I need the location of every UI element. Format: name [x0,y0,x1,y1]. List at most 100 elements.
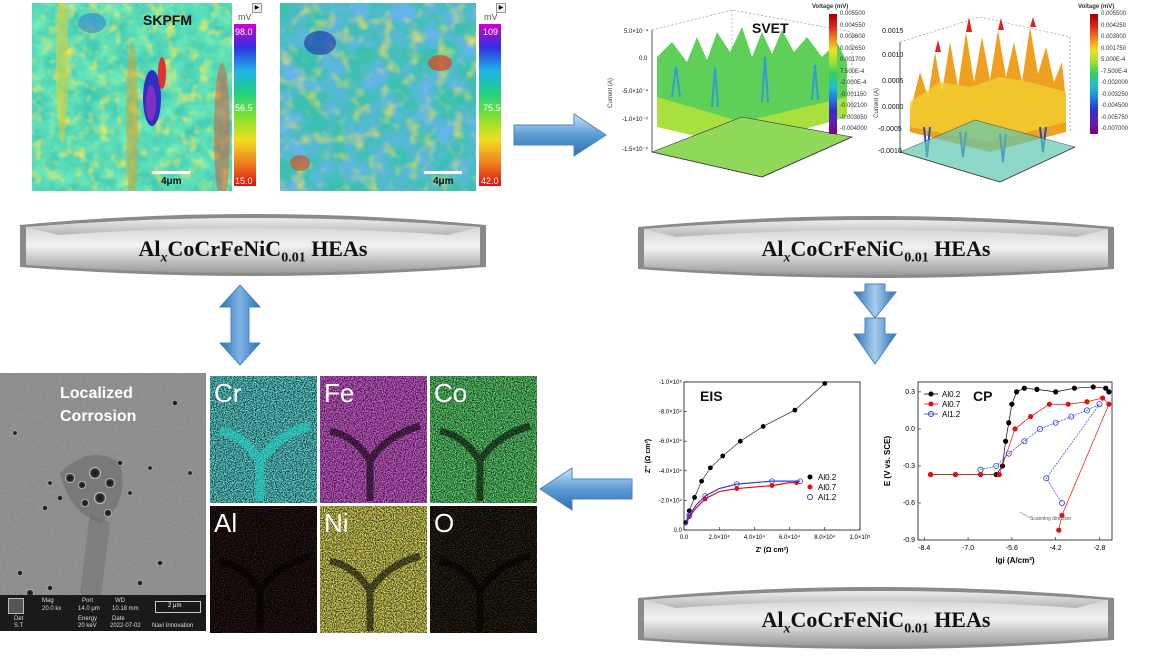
eds-element-label: Co [434,378,468,408]
banner-mid: CoCrFeNiC [167,236,282,261]
x-tick-label: 6.0×10⁴ [779,534,801,541]
sem-label-line2: Corrosion [60,408,137,425]
data-point [1106,401,1112,407]
colorbar-max: 98.0 [235,27,253,37]
data-point [952,471,959,478]
data-point [1071,385,1078,391]
data-point [1043,475,1050,482]
banner-sub-x: x [783,621,791,637]
eds-element-label: Ni [324,508,349,538]
x-tick-label: -7.0 [962,545,974,552]
y-tick-label: 0.0 [674,528,683,534]
legend-value: 0.003600 [840,34,866,40]
sem-meta: 20 keV [78,623,97,629]
arrow-left-icon [539,467,633,511]
data-point [797,478,803,484]
colorbar-min: 42.0 [481,176,499,186]
series-fit-line [685,480,801,526]
eds-map-cr: Cr [210,376,317,503]
y-tick: 0.0015 [882,28,904,35]
scanning-direction-arrow [1019,511,1031,519]
series-fit-line [685,482,797,526]
y-tick-label: -0.6 [903,500,915,507]
eds-map-fe: Fe [320,376,427,503]
y-tick-label: 0.3 [905,389,915,396]
data-point [996,471,1002,478]
legend-value: 0.004250 [1101,22,1127,29]
colorbar-mid: 75.5 [483,103,501,113]
data-point [699,478,704,484]
y-tick-label: -4.0×10⁴ [659,468,683,475]
y-tick: 0.0005 [882,78,904,85]
data-point [1034,386,1040,393]
play-icon[interactable]: ▶ [252,3,262,13]
sem-meta: Navi Innovation [152,623,194,629]
data-point [927,471,934,478]
banner-sub-x: x [783,250,791,266]
data-point [1028,413,1034,420]
legend-value: -7.500E-4 [1101,68,1128,75]
x-tick-label: 8.0×10⁴ [814,534,836,541]
legend-label: Al0.2 [942,390,961,399]
banner-bottom-bg [638,587,1114,649]
data-point [792,407,798,413]
legend-value: -0.004500 [1101,103,1129,109]
y-tick: -0.0005 [878,126,902,133]
arrow-down-icon [852,283,898,365]
legend-value: 0.002650 [840,45,866,52]
sem-meta: 2022-07-02 [110,623,141,629]
legend-value: 0.005500 [840,11,866,17]
cp-chart: -8.4 -7.0 -5.6 -4.2 -2.8 0.3 0.0 -0.3 -0.6 -0.9 lg… [880,372,1120,572]
plot-frame [917,381,1113,541]
data-point [977,471,984,478]
data-point [977,466,984,473]
play-icon[interactable]: ▶ [496,3,506,13]
data-point [1013,389,1020,395]
sem-image [0,373,206,631]
data-point [734,481,740,487]
skpfm-map-left [32,3,232,191]
banner-sub-n: 0.01 [281,250,306,266]
legend-label: Al1.2 [942,410,961,419]
legend-label: Al0.2 [818,473,837,482]
legend-value: -0.007000 [1101,126,1129,132]
data-point [769,483,775,488]
legend-title: Voltage (mV) [1078,4,1115,10]
data-point [1021,438,1028,445]
data-point [769,478,775,484]
x-tick-label: 1.0×10⁵ [849,534,871,541]
legend-value: 0.004550 [840,22,866,29]
data-point [686,508,692,514]
data-point [1006,420,1012,426]
colorbar-min: 15.0 [235,176,253,186]
eds-element-label: Cr [214,378,242,408]
x-axis-label: Z' (Ω cm²) [756,547,789,554]
legend-value: 0.001700 [840,57,866,63]
banner-left: AlxCoCrFeNiC0.01 HEAs [18,236,488,266]
data-point [1068,413,1075,420]
y-tick: -1.5×10⁻³ [622,147,648,153]
x-tick-label: 2.0×10⁴ [709,534,731,541]
y-tick: 5.0×10⁻⁴ [624,29,649,35]
y-axis-label: Current (A) [607,78,614,108]
eds-element-label: O [434,508,455,538]
y-tick: -0.0010 [878,148,902,155]
data-point [1005,450,1012,457]
skpfm-map-right [280,3,476,191]
legend-colorbar [1090,14,1098,134]
data-point [822,381,828,386]
data-point [692,495,697,500]
eds-map-o: O [430,506,537,633]
y-tick-label: -0.3 [903,463,915,470]
banner-suffix: HEAs [928,236,991,261]
y-tick: -1.0×10⁻³ [622,117,648,123]
legend-colorbar [829,14,837,134]
sem-logo-icon [8,598,24,614]
colorbar-unit: mV [484,12,498,22]
data-point [1021,385,1027,391]
legend-value: -0.003050 [840,114,868,121]
sem-meta: Energy [78,616,98,622]
arrow-right-icon [513,113,607,157]
data-point [1009,401,1015,407]
sem-meta: Port [82,598,94,604]
